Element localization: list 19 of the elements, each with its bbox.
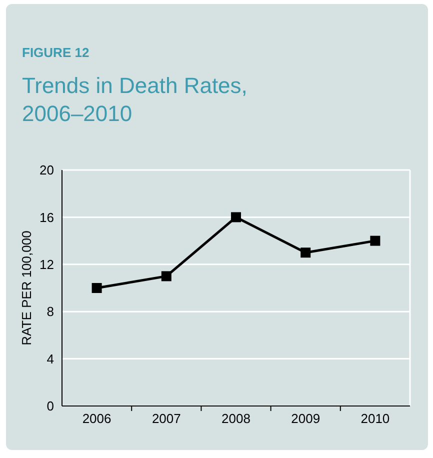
point — [370, 236, 380, 246]
chart-title: Trends in Death Rates, 2006–2010 — [22, 73, 248, 126]
chart-subtitle: FIGURE 12 — [22, 45, 90, 60]
y-tick-label: 20 — [40, 162, 54, 178]
point — [300, 248, 311, 258]
point — [92, 283, 102, 293]
y-tick-label: 4 — [46, 351, 54, 366]
point — [161, 271, 172, 282]
x-tick-label: 2007 — [152, 411, 181, 426]
y-tick-label: 0 — [46, 398, 54, 414]
y-axis-title: RATE PER 100,000 — [19, 230, 34, 346]
x-tick-label: 2008 — [222, 411, 250, 426]
x-tick-label: 2009 — [291, 411, 320, 426]
x-tick-label: 2010 — [360, 411, 390, 426]
y-tick-label: 12 — [40, 256, 54, 272]
point — [231, 212, 241, 222]
y-tick-label: 16 — [40, 210, 54, 225]
x-tick-label: 2006 — [82, 411, 112, 426]
y-tick-label: 8 — [46, 304, 54, 320]
